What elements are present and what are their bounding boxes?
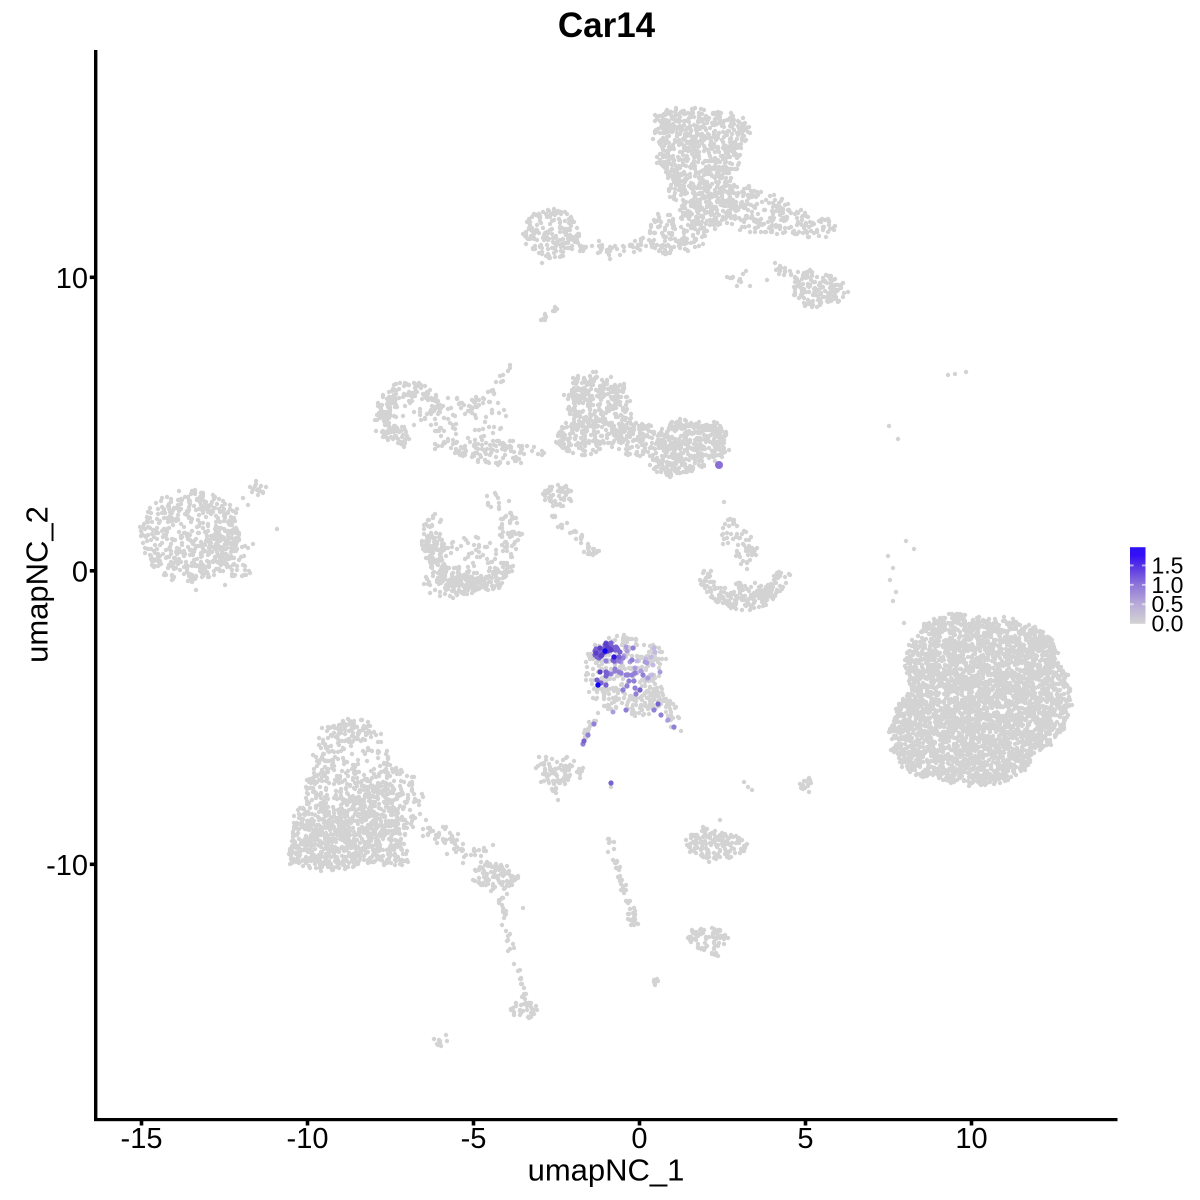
- svg-text:0.5: 0.5: [1152, 591, 1184, 617]
- svg-text:-15: -15: [121, 1123, 163, 1155]
- svg-text:1.5: 1.5: [1152, 553, 1184, 579]
- svg-text:-10: -10: [287, 1123, 329, 1155]
- svg-text:0: 0: [72, 557, 88, 589]
- svg-text:umapNC_1: umapNC_1: [528, 1153, 685, 1188]
- svg-text:0.0: 0.0: [1152, 611, 1184, 637]
- svg-text:10: 10: [56, 263, 88, 295]
- svg-text:10: 10: [955, 1123, 987, 1155]
- svg-text:0: 0: [631, 1123, 647, 1155]
- svg-text:-5: -5: [461, 1123, 487, 1155]
- svg-text:umapNC_2: umapNC_2: [20, 506, 55, 663]
- svg-text:1.0: 1.0: [1152, 572, 1184, 598]
- svg-text:-10: -10: [46, 850, 88, 882]
- svg-text:5: 5: [797, 1123, 813, 1155]
- svg-text:Car14: Car14: [558, 6, 656, 45]
